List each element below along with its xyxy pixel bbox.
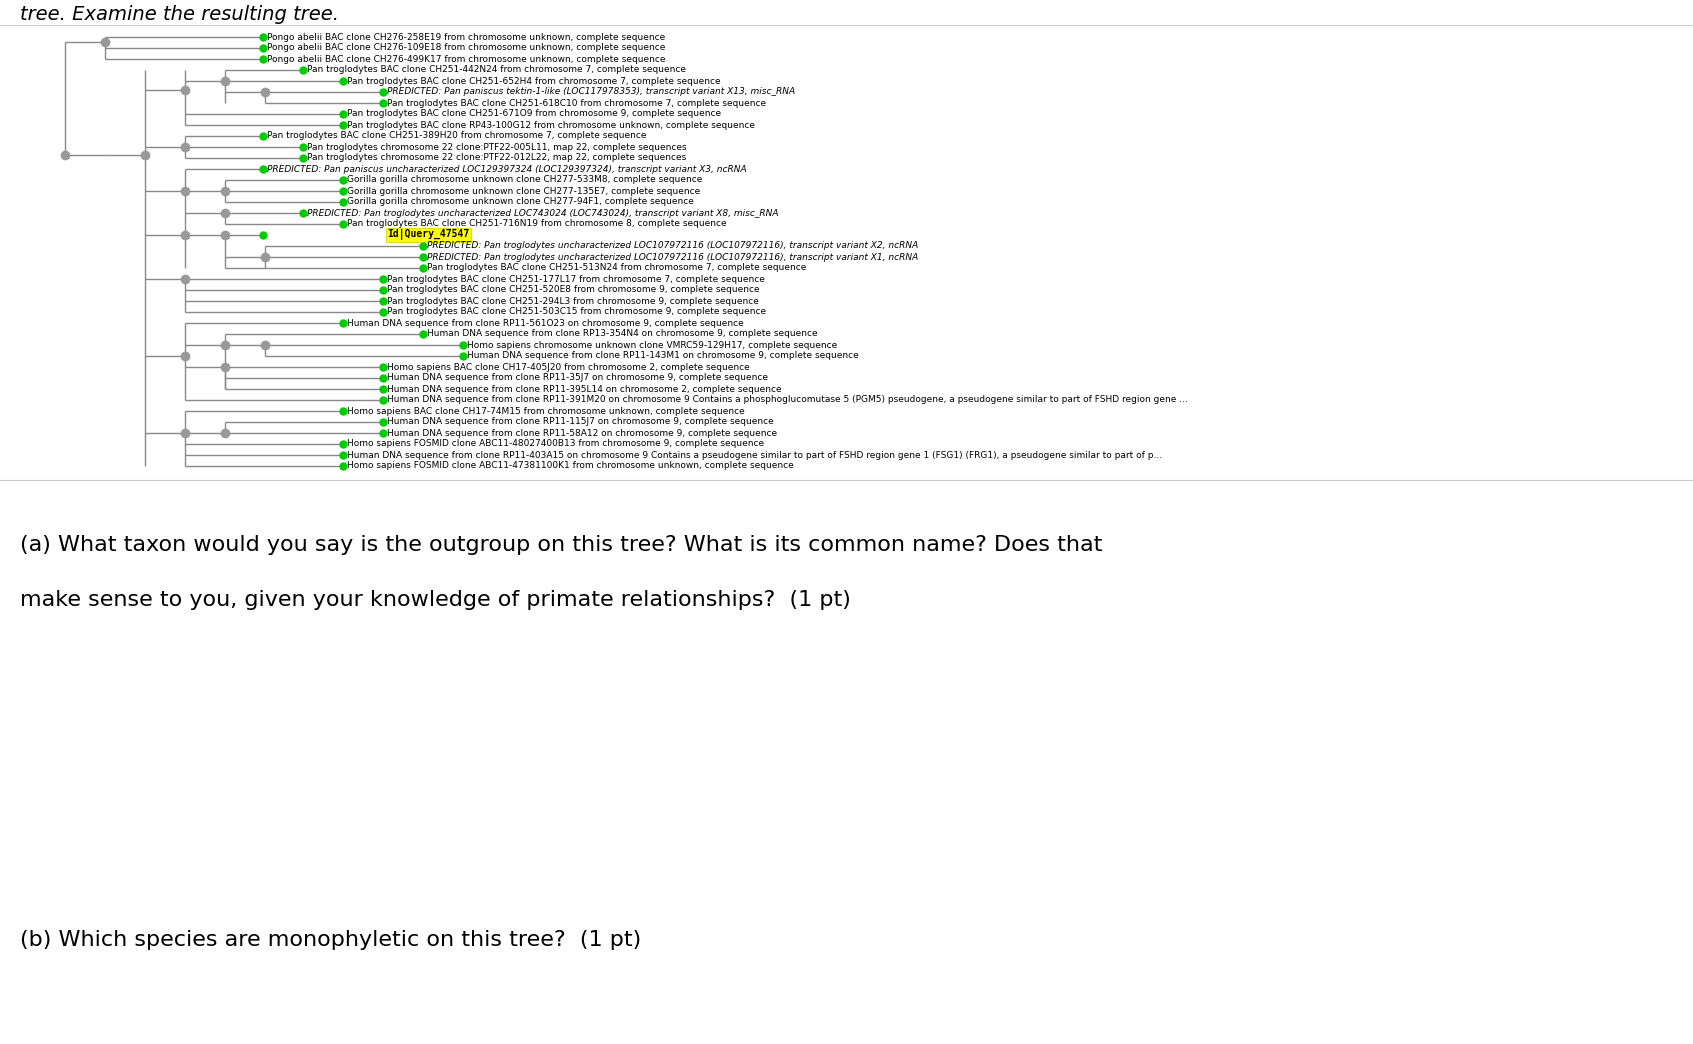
Text: Human DNA sequence from clone RP11-143M1 on chromosome 9, complete sequence: Human DNA sequence from clone RP11-143M1… [467,352,858,360]
Text: PREDICTED: Pan paniscus tektin-1-like (LOC117978353), transcript variant X13, mi: PREDICTED: Pan paniscus tektin-1-like (L… [388,88,796,96]
Text: Pan troglodytes BAC clone CH251-294L3 from chromosome 9, complete sequence: Pan troglodytes BAC clone CH251-294L3 fr… [388,296,758,306]
Text: Pan troglodytes BAC clone CH251-503C15 from chromosome 9, complete sequence: Pan troglodytes BAC clone CH251-503C15 f… [388,308,767,316]
Text: Pan troglodytes BAC clone CH251-652H4 from chromosome 7, complete sequence: Pan troglodytes BAC clone CH251-652H4 fr… [347,76,721,86]
Text: Gorilla gorilla chromosome unknown clone CH277-135E7, complete sequence: Gorilla gorilla chromosome unknown clone… [347,187,701,195]
Text: Pongo abelii BAC clone CH276-109E18 from chromosome unknown, complete sequence: Pongo abelii BAC clone CH276-109E18 from… [267,44,665,52]
Text: Pan troglodytes BAC clone CH251-513N24 from chromosome 7, complete sequence: Pan troglodytes BAC clone CH251-513N24 f… [427,263,806,272]
Text: Gorilla gorilla chromosome unknown clone CH277-94F1, complete sequence: Gorilla gorilla chromosome unknown clone… [347,197,694,207]
Text: PREDICTED: Pan troglodytes uncharacterized LOC107972116 (LOC107972116), transcri: PREDICTED: Pan troglodytes uncharacteriz… [427,253,918,261]
Text: Pan troglodytes BAC clone CH251-618C10 from chromosome 7, complete sequence: Pan troglodytes BAC clone CH251-618C10 f… [388,98,767,108]
Text: PREDICTED: Pan troglodytes uncharacterized LOC107972116 (LOC107972116), transcri: PREDICTED: Pan troglodytes uncharacteriz… [427,241,918,251]
Text: Pongo abelii BAC clone CH276-499K17 from chromosome unknown, complete sequence: Pongo abelii BAC clone CH276-499K17 from… [267,54,665,64]
Text: Pan troglodytes BAC clone RP43-100G12 from chromosome unknown, complete sequence: Pan troglodytes BAC clone RP43-100G12 fr… [347,120,755,129]
Text: Homo sapiens FOSMID clone ABC11-47381100K1 from chromosome unknown, complete seq: Homo sapiens FOSMID clone ABC11-47381100… [347,461,794,471]
Text: make sense to you, given your knowledge of primate relationships?  (1 pt): make sense to you, given your knowledge … [20,590,852,610]
Text: Homo sapiens BAC clone CH17-405J20 from chromosome 2, complete sequence: Homo sapiens BAC clone CH17-405J20 from … [388,362,750,372]
Text: Human DNA sequence from clone RP11-58A12 on chromosome 9, complete sequence: Human DNA sequence from clone RP11-58A12… [388,428,777,437]
Text: Gorilla gorilla chromosome unknown clone CH277-533M8, complete sequence: Gorilla gorilla chromosome unknown clone… [347,175,703,185]
Text: (b) Which species are monophyletic on this tree?  (1 pt): (b) Which species are monophyletic on th… [20,930,642,950]
Text: Pan troglodytes chromosome 22 clone:PTF22-012L22, map 22, complete sequences: Pan troglodytes chromosome 22 clone:PTF2… [306,153,686,163]
Text: Homo sapiens BAC clone CH17-74M15 from chromosome unknown, complete sequence: Homo sapiens BAC clone CH17-74M15 from c… [347,406,745,416]
Text: Human DNA sequence from clone RP11-391M20 on chromosome 9 Contains a phosphogluc: Human DNA sequence from clone RP11-391M2… [388,396,1188,404]
Text: Pan troglodytes BAC clone CH251-389H20 from chromosome 7, complete sequence: Pan troglodytes BAC clone CH251-389H20 f… [267,132,647,141]
Text: Human DNA sequence from clone RP13-354N4 on chromosome 9, complete sequence: Human DNA sequence from clone RP13-354N4… [427,330,818,338]
Text: Human DNA sequence from clone RP11-115J7 on chromosome 9, complete sequence: Human DNA sequence from clone RP11-115J7… [388,418,774,427]
Text: Human DNA sequence from clone RP11-395L14 on chromosome 2, complete sequence: Human DNA sequence from clone RP11-395L1… [388,384,782,394]
Text: Pan troglodytes BAC clone CH251-442N24 from chromosome 7, complete sequence: Pan troglodytes BAC clone CH251-442N24 f… [306,66,686,74]
Text: Pan troglodytes chromosome 22 clone:PTF22-005L11, map 22, complete sequences: Pan troglodytes chromosome 22 clone:PTF2… [306,142,687,151]
Text: Human DNA sequence from clone RP11-403A15 on chromosome 9 Contains a pseudogene : Human DNA sequence from clone RP11-403A1… [347,451,1161,459]
Text: Homo sapiens FOSMID clone ABC11-48027400B13 from chromosome 9, complete sequence: Homo sapiens FOSMID clone ABC11-48027400… [347,440,764,449]
Text: Pan troglodytes BAC clone CH251-716N19 from chromosome 8, complete sequence: Pan troglodytes BAC clone CH251-716N19 f… [347,219,726,229]
Text: (a) What taxon would you say is the outgroup on this tree? What is its common na: (a) What taxon would you say is the outg… [20,535,1102,555]
Text: Pan troglodytes BAC clone CH251-671O9 from chromosome 9, complete sequence: Pan troglodytes BAC clone CH251-671O9 fr… [347,110,721,119]
Text: Homo sapiens chromosome unknown clone VMRC59-129H17, complete sequence: Homo sapiens chromosome unknown clone VM… [467,340,838,350]
Text: Id|Query_47547: Id|Query_47547 [388,230,469,240]
Text: tree. Examine the resulting tree.: tree. Examine the resulting tree. [20,4,339,24]
Text: Human DNA sequence from clone RP11-35J7 on chromosome 9, complete sequence: Human DNA sequence from clone RP11-35J7 … [388,374,769,382]
Text: Human DNA sequence from clone RP11-561O23 on chromosome 9, complete sequence: Human DNA sequence from clone RP11-561O2… [347,318,743,328]
Text: Pan troglodytes BAC clone CH251-177L17 from chromosome 7, complete sequence: Pan troglodytes BAC clone CH251-177L17 f… [388,275,765,284]
Text: PREDICTED: Pan troglodytes uncharacterized LOC743024 (LOC743024), transcript var: PREDICTED: Pan troglodytes uncharacteriz… [306,209,779,217]
Text: Pongo abelii BAC clone CH276-258E19 from chromosome unknown, complete sequence: Pongo abelii BAC clone CH276-258E19 from… [267,32,665,42]
Text: PREDICTED: Pan paniscus uncharacterized LOC129397324 (LOC129397324), transcript : PREDICTED: Pan paniscus uncharacterized … [267,165,747,173]
Text: Pan troglodytes BAC clone CH251-520E8 from chromosome 9, complete sequence: Pan troglodytes BAC clone CH251-520E8 fr… [388,285,760,294]
